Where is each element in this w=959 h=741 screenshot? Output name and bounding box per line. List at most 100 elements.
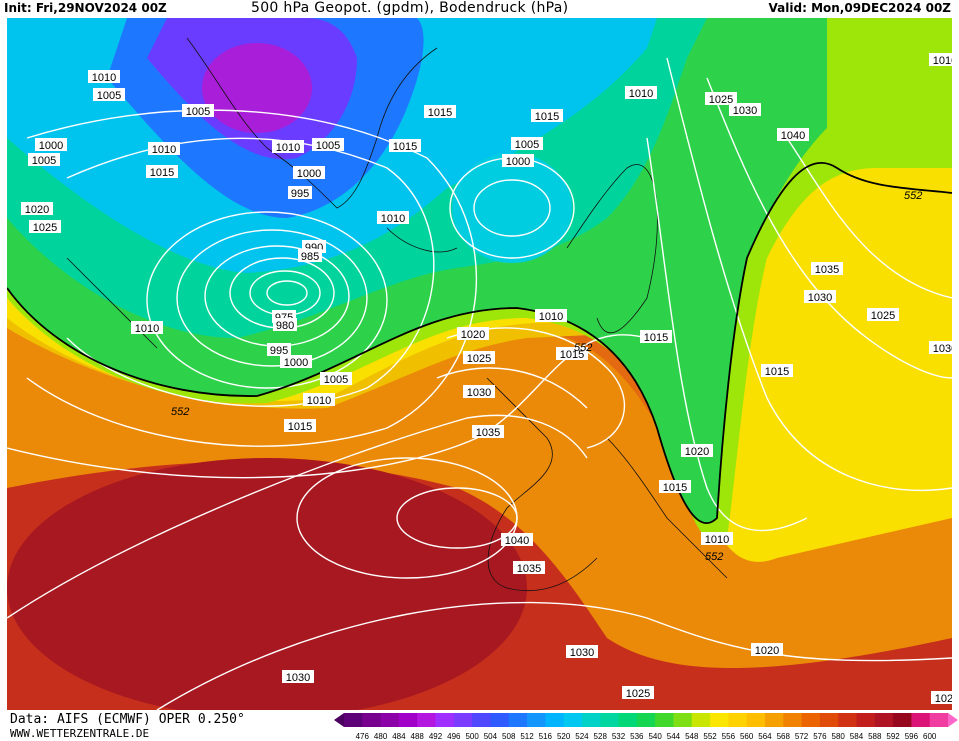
svg-text:1025: 1025 <box>871 310 895 322</box>
svg-text:1010: 1010 <box>152 144 176 156</box>
legend-tick-label: 556 <box>722 732 736 741</box>
label-1010: 1010 <box>148 142 180 156</box>
label-1015: 1015 <box>556 347 588 361</box>
legend-swatch <box>490 713 510 727</box>
label-1010: 1010 <box>535 309 567 323</box>
label-1025: 1025 <box>705 92 737 106</box>
label-1020: 1020 <box>681 444 713 458</box>
legend-swatch <box>618 713 638 727</box>
legend-swatch <box>563 713 583 727</box>
legend-tick-label: 552 <box>703 732 717 741</box>
isobar-1040-east <box>786 137 952 299</box>
svg-text:1035: 1035 <box>517 563 541 575</box>
isobar-1025 <box>436 367 588 409</box>
legend-tick-label: 524 <box>575 732 589 741</box>
svg-text:1000: 1000 <box>39 140 63 152</box>
legend-swatch <box>655 713 674 727</box>
header-bar <box>0 0 959 18</box>
cutoff-low-north-sea <box>452 153 572 263</box>
legend-tick-label: 584 <box>850 732 864 741</box>
website-credit: WWW.WETTERZENTRALE.DE <box>10 727 150 740</box>
legend-tick-label: 488 <box>411 732 425 741</box>
band-588 <box>7 458 527 710</box>
label-1000: 1000 <box>35 138 67 152</box>
isohypse-552-label: 552 <box>574 342 592 354</box>
legend-swatch <box>435 713 455 727</box>
legend-tick-label: 600 <box>923 732 937 741</box>
valid-time: Valid: Mon,09DEC2024 00Z <box>768 1 951 15</box>
legend-tick-label: 580 <box>832 732 846 741</box>
svg-text:1030: 1030 <box>933 343 952 355</box>
weather-map: 1010 1005 1005 1000 1005 1010 1005 1010 … <box>7 18 952 710</box>
label-1025: 1025 <box>867 308 899 322</box>
legend-tick-label: 592 <box>886 732 900 741</box>
svg-text:1015: 1015 <box>663 482 687 494</box>
map-title: 500 hPa Geopot. (gpdm), Bodendruck (hPa) <box>251 0 569 16</box>
iceland-coast <box>386 227 458 253</box>
init-time: Init: Fri,29NOV2024 00Z <box>4 1 167 15</box>
label-1025: 1025 <box>29 220 61 234</box>
legend-tick-label: 476 <box>356 732 370 741</box>
svg-text:1030: 1030 <box>808 292 832 304</box>
svg-text:1025: 1025 <box>709 94 733 106</box>
label-995: 995 <box>267 343 291 357</box>
legend-swatch <box>783 713 803 727</box>
isohypse-labels: 552 552 552 552 <box>171 190 922 563</box>
legend-swatch <box>764 713 784 727</box>
svg-text:1010: 1010 <box>381 213 405 225</box>
legend-tick-label: 512 <box>520 732 534 741</box>
isobar-1005 <box>66 137 435 407</box>
legend-swatch <box>380 713 400 727</box>
svg-text:1005: 1005 <box>324 374 348 386</box>
svg-text:1010: 1010 <box>629 88 653 100</box>
svg-text:980: 980 <box>276 320 294 332</box>
legend-arrow-left <box>334 713 344 727</box>
legend-swatch <box>581 713 601 727</box>
label-1030: 1030 <box>282 670 314 684</box>
legend-swatch <box>472 713 491 727</box>
svg-text:1020: 1020 <box>685 446 709 458</box>
label-1035: 1035 <box>811 262 843 276</box>
svg-text:1015: 1015 <box>765 366 789 378</box>
isobar-1010 <box>26 109 477 447</box>
legend-swatch <box>362 713 382 727</box>
legend-tick-label: 544 <box>667 732 681 741</box>
legend-swatch <box>728 713 748 727</box>
legend-swatch <box>856 713 876 727</box>
svg-text:1030: 1030 <box>286 672 310 684</box>
legend-tick-label: 572 <box>795 732 809 741</box>
label-1030: 1030 <box>804 290 836 304</box>
legend-tick-label: 520 <box>557 732 571 741</box>
legend-tick-label: 532 <box>612 732 626 741</box>
legend-swatch <box>453 713 473 727</box>
svg-text:1000: 1000 <box>297 168 321 180</box>
legend-tick-label: 528 <box>594 732 608 741</box>
svg-text:1030: 1030 <box>733 105 757 117</box>
italy-coast <box>606 437 728 579</box>
svg-text:1015: 1015 <box>428 107 452 119</box>
legend-tick-label: 564 <box>758 732 772 741</box>
legend-swatch <box>527 713 546 727</box>
canada-coast <box>66 257 158 349</box>
legend-tick-label: 496 <box>447 732 461 741</box>
label-1005: 1005 <box>312 138 344 152</box>
color-legend: 476 480 484 488 492 496 500 504 508 512 516 520 524 5… <box>334 713 958 741</box>
label-1010: 1010 <box>701 532 733 546</box>
isobar-1025-east <box>666 57 952 491</box>
svg-text:1005: 1005 <box>515 139 539 151</box>
legend-swatch <box>819 713 839 727</box>
legend-tick-label: 560 <box>740 732 754 741</box>
isobar-995 <box>176 229 368 367</box>
isobar-1020 <box>446 327 626 449</box>
legend-tick-label: 588 <box>868 732 882 741</box>
svg-text:1010: 1010 <box>92 72 116 84</box>
svg-text:1020: 1020 <box>461 329 485 341</box>
label-1010: 1010 <box>377 211 409 225</box>
legend-tick-label: 548 <box>685 732 699 741</box>
legend-swatch <box>893 713 912 727</box>
svg-text:1025: 1025 <box>467 353 491 365</box>
label-1015: 1015 <box>146 165 178 179</box>
isohypse-552-label: 552 <box>705 551 723 563</box>
label-980: 980 <box>273 318 297 332</box>
svg-text:1000: 1000 <box>284 357 308 369</box>
